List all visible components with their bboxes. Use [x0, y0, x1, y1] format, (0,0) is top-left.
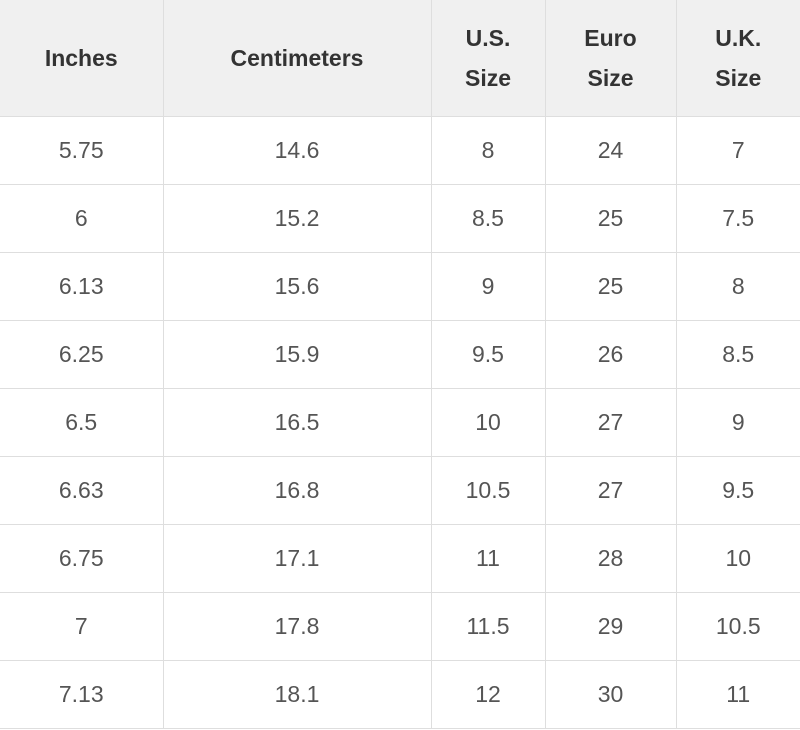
- table-cell: 11.5: [430, 592, 546, 661]
- table-cell: 12: [430, 660, 546, 729]
- table-cell: 9: [430, 252, 546, 321]
- table-row: 6 15.2 8.5 25 7.5: [0, 184, 800, 253]
- table-body: 5.75 14.6 8 24 7 6 15.2 8.5 25 7.5 6.13 15.6 9 25 8 6.2…: [0, 116, 800, 729]
- table-cell: 6.75: [0, 524, 164, 593]
- table-row: 6.25 15.9 9.5 26 8.5: [0, 320, 800, 389]
- table-row: 7.13 18.1 12 30 11: [0, 660, 800, 729]
- table-cell: 10.5: [675, 592, 800, 661]
- table-cell: 16.5: [162, 388, 432, 457]
- table-row: 6.63 16.8 10.5 27 9.5: [0, 456, 800, 525]
- table-cell: 27: [544, 456, 677, 525]
- table-cell: 25: [544, 184, 677, 253]
- header-row: Inches Centimeters U.S. Size Euro Size U.K. …: [0, 0, 800, 117]
- table-cell: 18.1: [162, 660, 432, 729]
- table-cell: 8: [430, 116, 546, 185]
- table-cell: 30: [544, 660, 677, 729]
- table-cell: 6.5: [0, 388, 164, 457]
- table-cell: 9: [675, 388, 800, 457]
- table-cell: 6.13: [0, 252, 164, 321]
- header-cell: U.S. Size: [430, 0, 546, 117]
- table-cell: 15.6: [162, 252, 432, 321]
- table-cell: 10.5: [430, 456, 546, 525]
- table-cell: 6: [0, 184, 164, 253]
- table-cell: 15.2: [162, 184, 432, 253]
- header-cell: Centimeters: [162, 0, 432, 117]
- table-cell: 8.5: [675, 320, 800, 389]
- table-cell: 27: [544, 388, 677, 457]
- table-cell: 9.5: [430, 320, 546, 389]
- table-cell: 16.8: [162, 456, 432, 525]
- table-cell: 25: [544, 252, 677, 321]
- table-cell: 6.63: [0, 456, 164, 525]
- header-cell: Euro Size: [544, 0, 677, 117]
- table-cell: 15.9: [162, 320, 432, 389]
- table-cell: 28: [544, 524, 677, 593]
- table-cell: 10: [675, 524, 800, 593]
- table-row: 6.75 17.1 11 28 10: [0, 524, 800, 593]
- table-cell: 8: [675, 252, 800, 321]
- table-cell: 10: [430, 388, 546, 457]
- table-cell: 14.6: [162, 116, 432, 185]
- table-cell: 9.5: [675, 456, 800, 525]
- table-cell: 29: [544, 592, 677, 661]
- table-cell: 11: [430, 524, 546, 593]
- table-cell: 8.5: [430, 184, 546, 253]
- header-cell: U.K. Size: [675, 0, 800, 117]
- table-cell: 26: [544, 320, 677, 389]
- table-row: 6.5 16.5 10 27 9: [0, 388, 800, 457]
- header-cell: Inches: [0, 0, 164, 117]
- table-row: 7 17.8 11.5 29 10.5: [0, 592, 800, 661]
- table-cell: 5.75: [0, 116, 164, 185]
- table-cell: 7.5: [675, 184, 800, 253]
- table-cell: 7: [675, 116, 800, 185]
- table-cell: 17.8: [162, 592, 432, 661]
- table-cell: 17.1: [162, 524, 432, 593]
- table-cell: 11: [675, 660, 800, 729]
- table-cell: 7.13: [0, 660, 164, 729]
- table-cell: 6.25: [0, 320, 164, 389]
- table-cell: 7: [0, 592, 164, 661]
- table-cell: 24: [544, 116, 677, 185]
- table-row: 6.13 15.6 9 25 8: [0, 252, 800, 321]
- table-row: 5.75 14.6 8 24 7: [0, 116, 800, 185]
